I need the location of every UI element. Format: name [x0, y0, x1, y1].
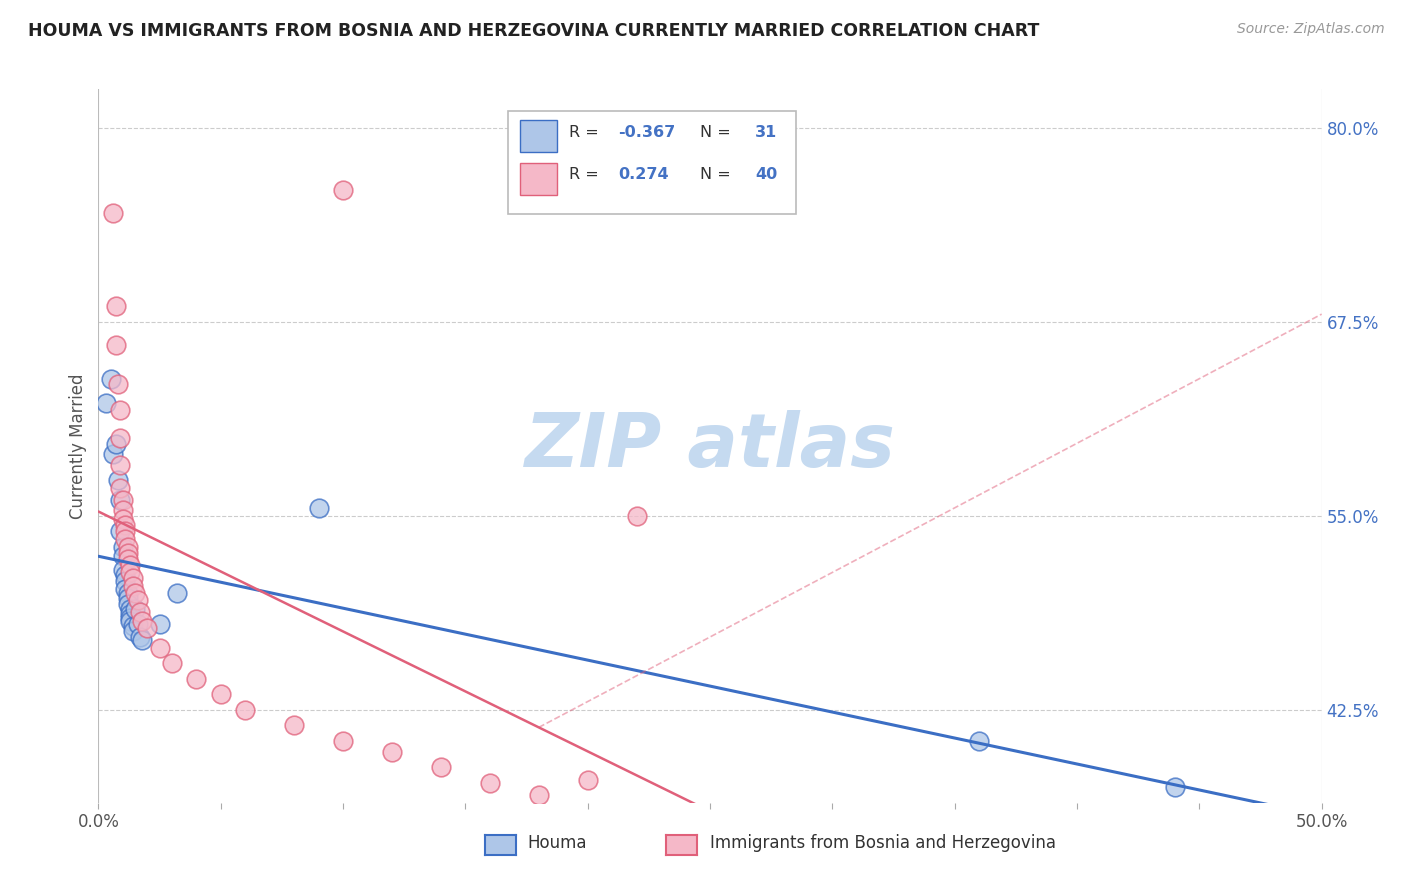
Point	[1164, 780, 1187, 795]
Point	[308, 501, 330, 516]
Text: N =: N =	[700, 168, 737, 182]
Text: N =: N =	[700, 125, 737, 139]
Point	[104, 437, 127, 451]
Point	[110, 458, 132, 472]
Point	[114, 567, 136, 582]
Point	[114, 524, 136, 539]
Point	[111, 563, 134, 577]
Point	[129, 630, 152, 644]
Point	[107, 473, 129, 487]
Point	[111, 502, 134, 516]
Point	[967, 733, 990, 747]
Point	[110, 403, 132, 417]
Point	[626, 508, 648, 523]
Point	[114, 574, 136, 588]
Point	[120, 558, 142, 573]
Text: R =: R =	[569, 125, 605, 139]
Text: -0.367: -0.367	[619, 125, 675, 139]
Point	[117, 586, 139, 600]
Point	[129, 605, 152, 619]
Text: 0.274: 0.274	[619, 168, 669, 182]
Point	[233, 703, 256, 717]
Point	[124, 602, 146, 616]
Point	[117, 591, 139, 605]
Point	[120, 565, 142, 579]
Point	[94, 395, 117, 409]
Point	[478, 775, 501, 789]
Point	[121, 624, 143, 638]
Point	[104, 299, 127, 313]
Point	[120, 615, 142, 629]
Point	[114, 582, 136, 596]
FancyBboxPatch shape	[520, 120, 557, 152]
Point	[124, 586, 146, 600]
Point	[110, 524, 132, 539]
Point	[101, 447, 124, 461]
Point	[121, 579, 143, 593]
Point	[110, 481, 132, 495]
Point	[110, 493, 132, 508]
Point	[127, 592, 149, 607]
Point	[114, 532, 136, 546]
Point	[110, 431, 132, 445]
Text: R =: R =	[569, 168, 605, 182]
Point	[166, 586, 188, 600]
Point	[114, 518, 136, 533]
Point	[160, 656, 183, 670]
Point	[131, 615, 153, 629]
Point	[186, 672, 208, 686]
Point	[111, 512, 134, 526]
Text: 40: 40	[755, 168, 778, 182]
Point	[283, 718, 305, 732]
Point	[149, 617, 172, 632]
Point	[332, 733, 354, 747]
Point	[527, 788, 550, 802]
Point	[111, 493, 134, 508]
Point	[121, 619, 143, 633]
Text: Immigrants from Bosnia and Herzegovina: Immigrants from Bosnia and Herzegovina	[710, 834, 1056, 852]
FancyBboxPatch shape	[508, 111, 796, 214]
Point	[117, 546, 139, 560]
Point	[111, 540, 134, 554]
Point	[209, 687, 232, 701]
Text: 31: 31	[755, 125, 778, 139]
Point	[111, 549, 134, 563]
Point	[104, 338, 127, 352]
Point	[127, 617, 149, 632]
Text: HOUMA VS IMMIGRANTS FROM BOSNIA AND HERZEGOVINA CURRENTLY MARRIED CORRELATION CH: HOUMA VS IMMIGRANTS FROM BOSNIA AND HERZ…	[28, 22, 1039, 40]
Text: Houma: Houma	[527, 834, 586, 852]
FancyBboxPatch shape	[520, 162, 557, 194]
Point	[131, 632, 153, 647]
Point	[136, 620, 159, 634]
Y-axis label: Currently Married: Currently Married	[69, 373, 87, 519]
Point	[430, 760, 453, 774]
Point	[381, 745, 404, 759]
Point	[332, 183, 354, 197]
Point	[107, 376, 129, 391]
Point	[149, 640, 172, 655]
Point	[576, 772, 599, 787]
Point	[121, 571, 143, 585]
Point	[101, 206, 124, 220]
Text: Source: ZipAtlas.com: Source: ZipAtlas.com	[1237, 22, 1385, 37]
Point	[117, 540, 139, 554]
Text: ZIP atlas: ZIP atlas	[524, 409, 896, 483]
Point	[120, 602, 142, 616]
Point	[100, 372, 122, 386]
Point	[120, 611, 142, 625]
Point	[117, 552, 139, 566]
Point	[117, 597, 139, 611]
Point	[120, 607, 142, 621]
